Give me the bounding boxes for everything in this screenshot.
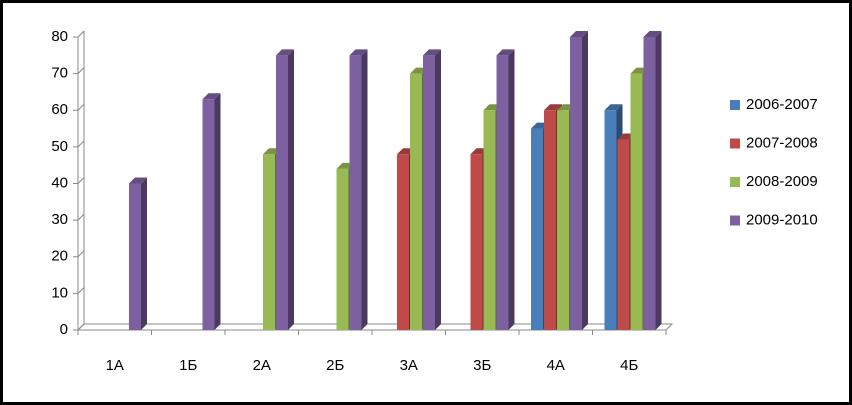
x-tick-label: 1Б — [179, 357, 197, 374]
bar-front — [570, 37, 582, 330]
bar-front — [336, 168, 349, 330]
bar — [349, 49, 368, 330]
bar-front — [276, 55, 288, 330]
bar-front — [263, 154, 275, 330]
bar-front — [410, 73, 422, 330]
x-tick-label: 3А — [400, 357, 418, 374]
bar-top — [604, 104, 623, 111]
bar-side — [361, 49, 368, 330]
y-tick-label: 30 — [51, 211, 68, 228]
bar-front — [630, 73, 643, 330]
x-tick-label: 1А — [106, 357, 124, 374]
y-tick-label: 60 — [51, 101, 68, 118]
legend-label: 2007-2008 — [746, 134, 818, 151]
bar — [423, 49, 441, 330]
y-tick-depth — [77, 67, 85, 74]
y-tick-label: 50 — [51, 138, 68, 155]
legend-swatch — [730, 100, 740, 110]
y-tick-depth — [77, 213, 85, 221]
bar-top — [129, 177, 147, 184]
bar — [643, 31, 662, 330]
y-tick-depth — [77, 140, 85, 148]
bar-front — [604, 110, 617, 330]
y-tick-label: 70 — [51, 65, 68, 82]
legend-label: 2006-2007 — [746, 96, 818, 113]
bar-side — [582, 31, 588, 330]
bar-side — [655, 31, 662, 330]
bar-side — [508, 49, 515, 330]
y-tick-depth — [77, 177, 85, 184]
bar-top — [276, 49, 294, 56]
y-tick-label: 10 — [51, 284, 68, 301]
bar-front — [470, 154, 483, 330]
bar-front — [617, 139, 630, 330]
bar-front — [129, 183, 141, 330]
legend-swatch — [730, 138, 740, 149]
y-tick-depth — [77, 250, 85, 258]
x-tick-label: 4Б — [620, 357, 638, 374]
y-tick-label: 80 — [51, 28, 68, 45]
legend-swatch — [730, 177, 740, 187]
y-tick-depth — [77, 323, 85, 331]
bar-side — [141, 177, 147, 330]
bar — [276, 49, 294, 330]
bar-front — [397, 154, 409, 330]
y-tick-label: 40 — [51, 174, 68, 191]
bar-side — [214, 93, 221, 330]
bar-top — [544, 104, 562, 111]
bar-front — [423, 55, 435, 330]
x-tick-label: 2А — [253, 357, 271, 374]
bar-top — [423, 49, 441, 56]
legend-label: 2008-2009 — [746, 173, 818, 190]
bar-top — [349, 49, 368, 56]
y-tick-depth — [77, 30, 85, 38]
bar-side — [435, 49, 441, 330]
y-tick-label: 0 — [60, 321, 68, 338]
bar — [496, 49, 515, 330]
bar-top — [496, 49, 515, 56]
bar-front — [531, 128, 543, 330]
x-tick-label: 4А — [547, 357, 565, 374]
bar-front — [202, 99, 215, 330]
bar-top — [202, 93, 221, 100]
y-tick-depth — [77, 287, 85, 294]
bar-front — [544, 110, 556, 330]
bar — [570, 31, 588, 330]
bar-top — [570, 31, 588, 37]
bar-front — [483, 110, 496, 330]
bar-front — [496, 55, 509, 330]
y-tick-depth — [77, 103, 85, 111]
bar — [129, 177, 147, 330]
bar — [202, 93, 221, 330]
x-tick-label: 3Б — [473, 357, 491, 374]
y-tick-label: 20 — [51, 248, 68, 265]
bar-front — [643, 37, 656, 330]
bar-side — [288, 49, 294, 330]
bar-front — [557, 110, 569, 330]
x-tick-label: 2Б — [326, 357, 344, 374]
legend-swatch — [730, 215, 740, 226]
bar-top — [643, 31, 662, 37]
legend-label: 2009-2010 — [746, 211, 818, 228]
bar-front — [349, 55, 362, 330]
